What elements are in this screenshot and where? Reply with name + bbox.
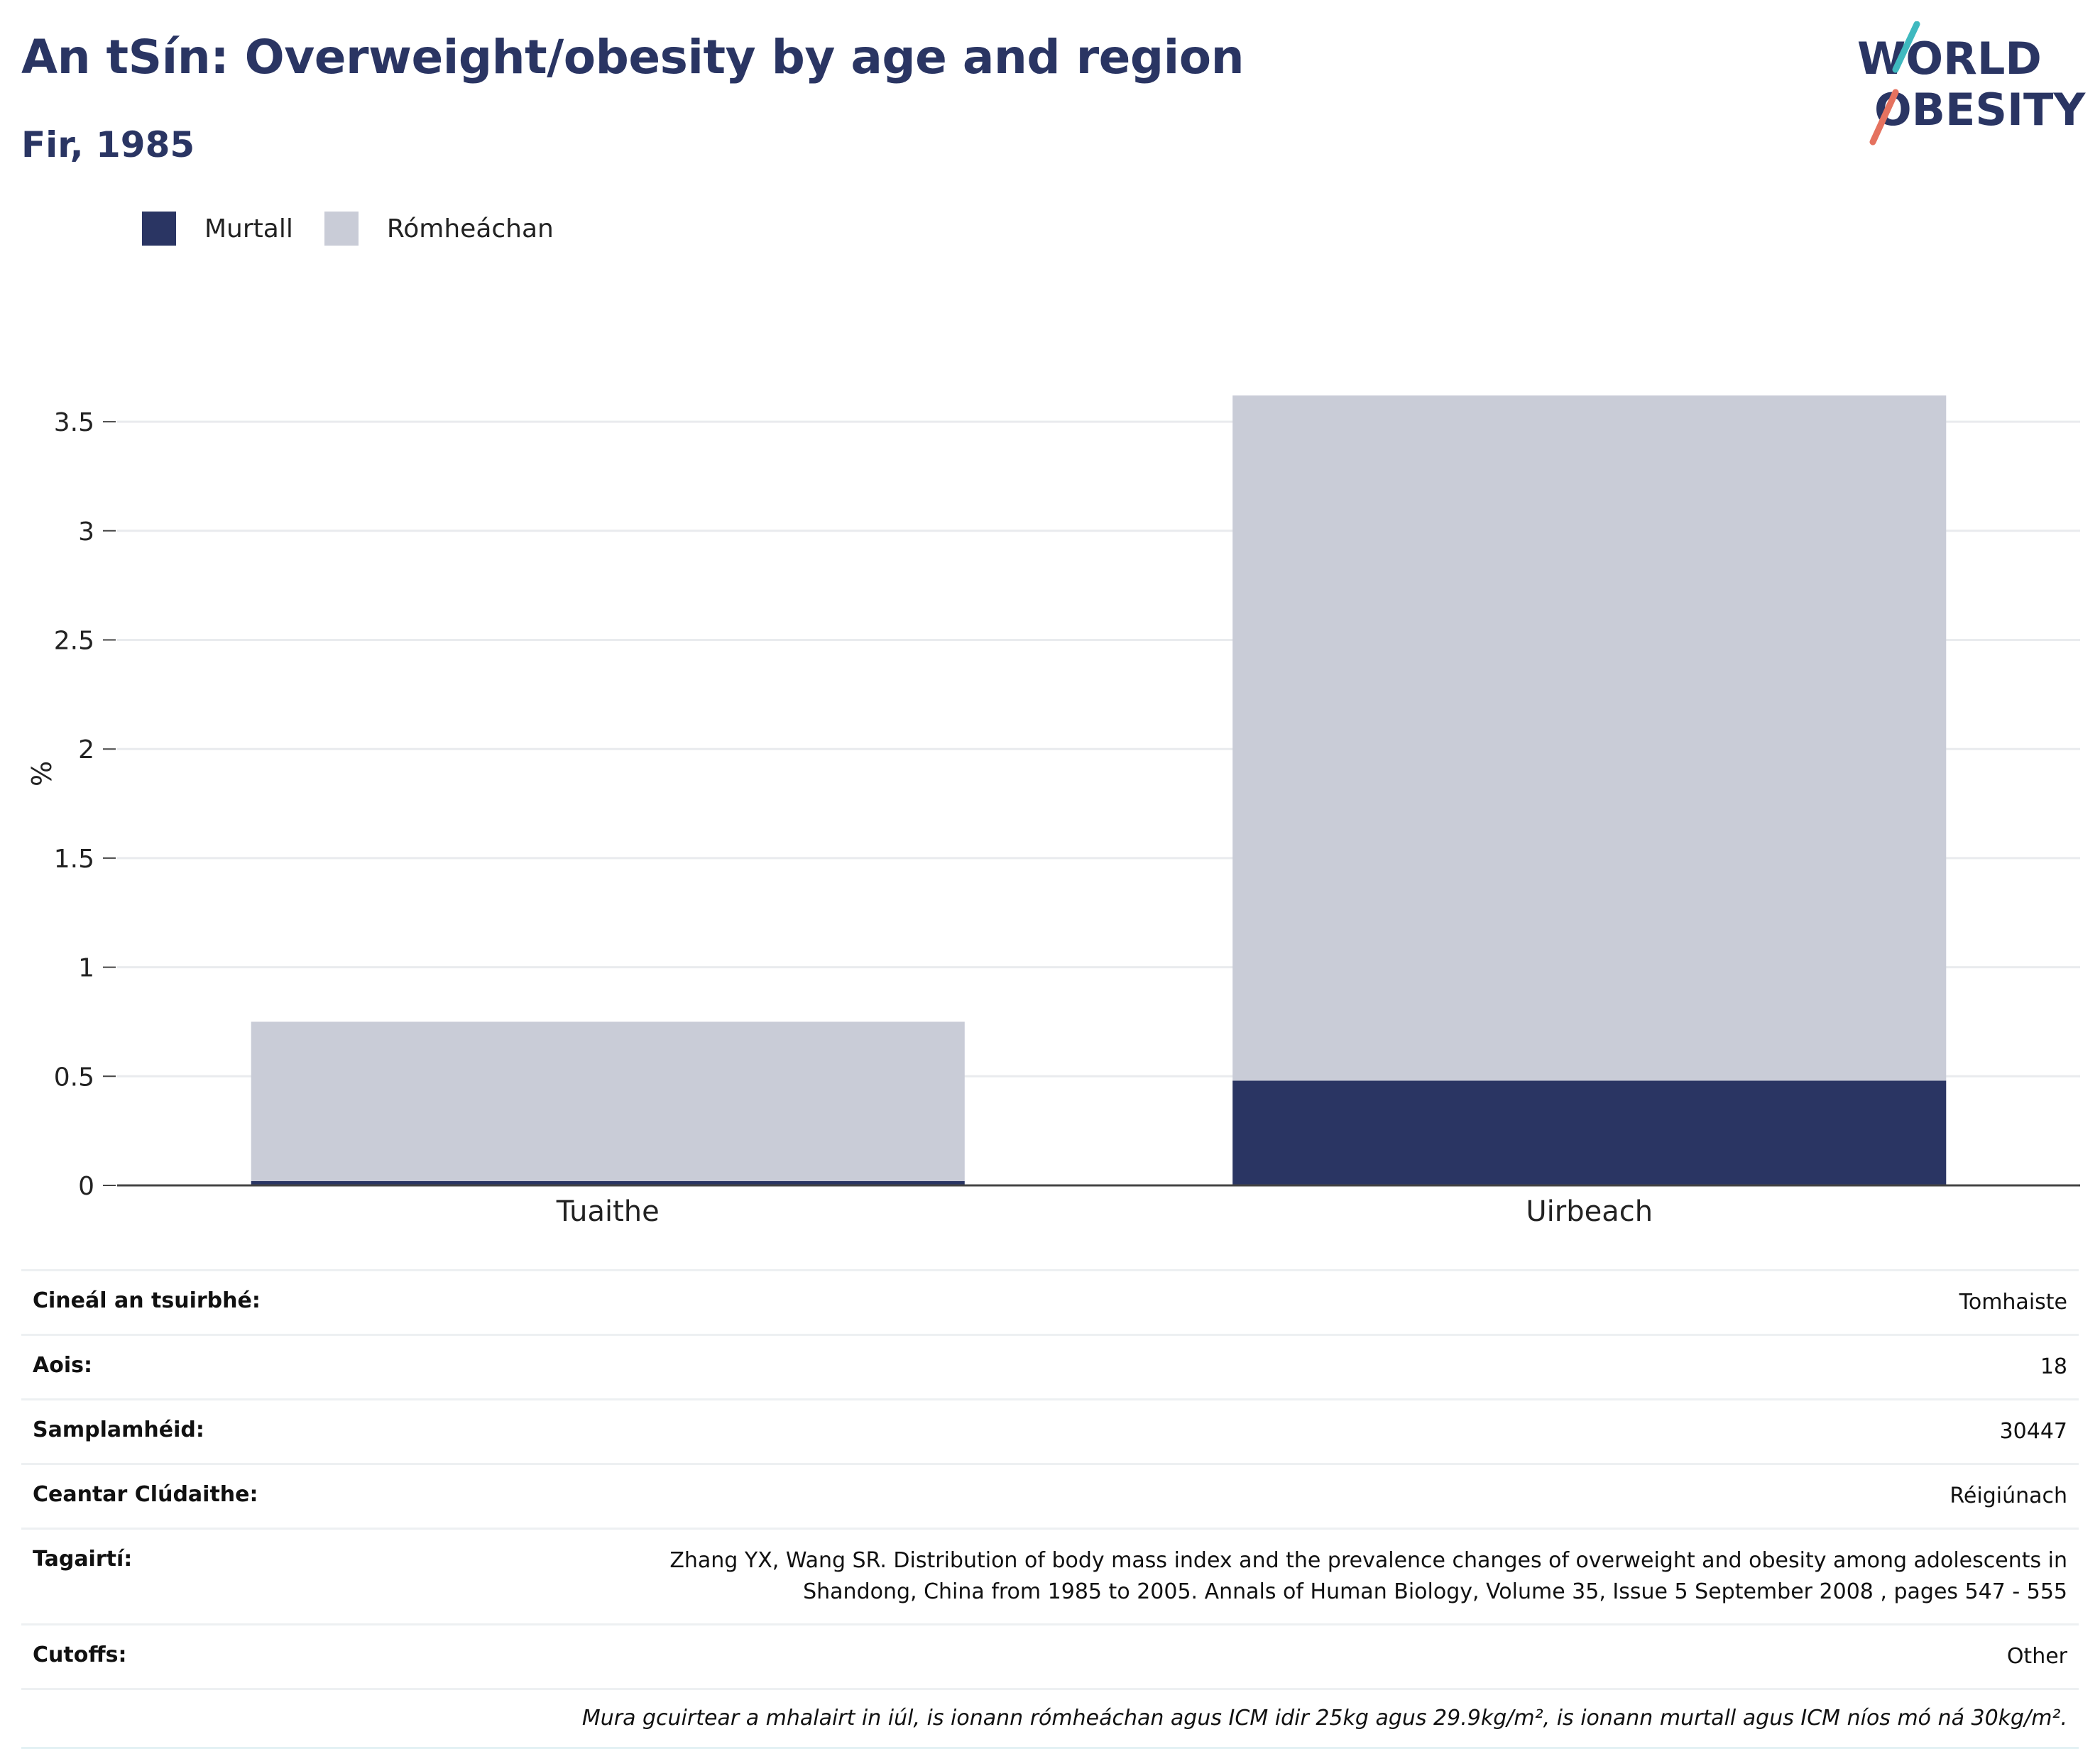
chart-legend: Murtall Rómheáchan bbox=[142, 212, 585, 246]
info-value-line: Shandong, China from 1985 to 2005. Annal… bbox=[803, 1579, 2067, 1604]
bar-chart: 0 0.5 1 1.5 2 2.5 3 3.5 Tuaithe Uirbeach % bbox=[26, 395, 2080, 1228]
info-row: Samplamhéid: 30447 bbox=[21, 1398, 2079, 1463]
info-value-line: Zhang YX, Wang SR. Distribution of body … bbox=[669, 1548, 2067, 1573]
info-label: Ceantar Clúdaithe: bbox=[33, 1482, 258, 1507]
info-row: Ceantar Clúdaithe: Réigiúnach bbox=[21, 1463, 2079, 1528]
legend-item-obese[interactable]: Murtall bbox=[142, 212, 293, 246]
logo-line-2: OBESITY bbox=[1874, 84, 2086, 136]
bars bbox=[251, 395, 1947, 1185]
bar-obese-tuaithe[interactable] bbox=[251, 1180, 965, 1185]
y-tick-label: 3 bbox=[78, 517, 94, 547]
info-row: Tagairtí: Zhang YX, Wang SR. Distribution… bbox=[21, 1528, 2079, 1623]
y-tick-label: 1.5 bbox=[54, 845, 94, 874]
info-value: Tomhaiste bbox=[1959, 1290, 2067, 1315]
info-value: 30447 bbox=[1999, 1419, 2067, 1444]
y-axis-label: % bbox=[26, 761, 58, 786]
info-label: Cutoffs: bbox=[33, 1643, 127, 1667]
info-label: Cineál an tsuirbhé: bbox=[33, 1288, 261, 1313]
logo-line-1: WORLD bbox=[1857, 33, 2042, 84]
bar-overweight-uirbeach[interactable] bbox=[1232, 395, 1947, 1081]
legend-label-overweight: Rómheáchan bbox=[386, 214, 554, 243]
legend-item-overweight[interactable]: Rómheáchan bbox=[324, 212, 554, 246]
legend-swatch-overweight bbox=[324, 212, 359, 246]
definition-note: Mura gcuirtear a mhalairt in iúl, is ion… bbox=[581, 1706, 2067, 1731]
legend-swatch-obese bbox=[142, 212, 176, 246]
info-row: Cineál an tsuirbhé: Tomhaiste bbox=[21, 1269, 2079, 1334]
info-label: Samplamhéid: bbox=[33, 1418, 204, 1442]
info-value: Other bbox=[2006, 1644, 2067, 1669]
info-value: Réigiúnach bbox=[1949, 1484, 2067, 1508]
y-tick-label: 2 bbox=[78, 735, 94, 764]
y-tick-label: 3.5 bbox=[54, 408, 94, 437]
info-value: Zhang YX, Wang SR. Distribution of body … bbox=[669, 1545, 2067, 1608]
info-label: Tagairtí: bbox=[33, 1547, 133, 1572]
y-tick-label: 0.5 bbox=[54, 1063, 94, 1092]
x-tick-label: Tuaithe bbox=[556, 1195, 660, 1228]
logo-slash-coral bbox=[1869, 89, 1899, 146]
info-row: Aois: 18 bbox=[21, 1334, 2079, 1398]
logo-slash-teal bbox=[1892, 21, 1920, 73]
bar-overweight-tuaithe[interactable] bbox=[251, 1021, 965, 1181]
info-label: Aois: bbox=[33, 1353, 92, 1378]
y-tick-label: 2.5 bbox=[54, 627, 94, 656]
info-note-row: Mura gcuirtear a mhalairt in iúl, is ion… bbox=[21, 1688, 2079, 1747]
world-obesity-logo: WORLD OBESITY bbox=[1857, 21, 2086, 146]
axes: 0 0.5 1 1.5 2 2.5 3 3.5 Tuaithe Uirbeach bbox=[54, 408, 2080, 1228]
info-value: 18 bbox=[2040, 1354, 2067, 1379]
x-tick-label: Uirbeach bbox=[1526, 1195, 1653, 1228]
y-tick-label: 0 bbox=[78, 1172, 94, 1201]
bar-obese-uirbeach[interactable] bbox=[1232, 1080, 1947, 1185]
survey-info-table: Cineál an tsuirbhé: Tomhaiste Aois: 18 Sampl… bbox=[21, 1269, 2079, 1749]
legend-label-obese: Murtall bbox=[204, 214, 293, 243]
chart-subtitle: Fir, 1985 bbox=[21, 124, 195, 165]
y-tick-label: 1 bbox=[78, 954, 94, 983]
info-row: Cutoffs: Other bbox=[21, 1623, 2079, 1688]
chart-title: An tSín: Overweight/obesity by age and r… bbox=[21, 30, 1245, 84]
